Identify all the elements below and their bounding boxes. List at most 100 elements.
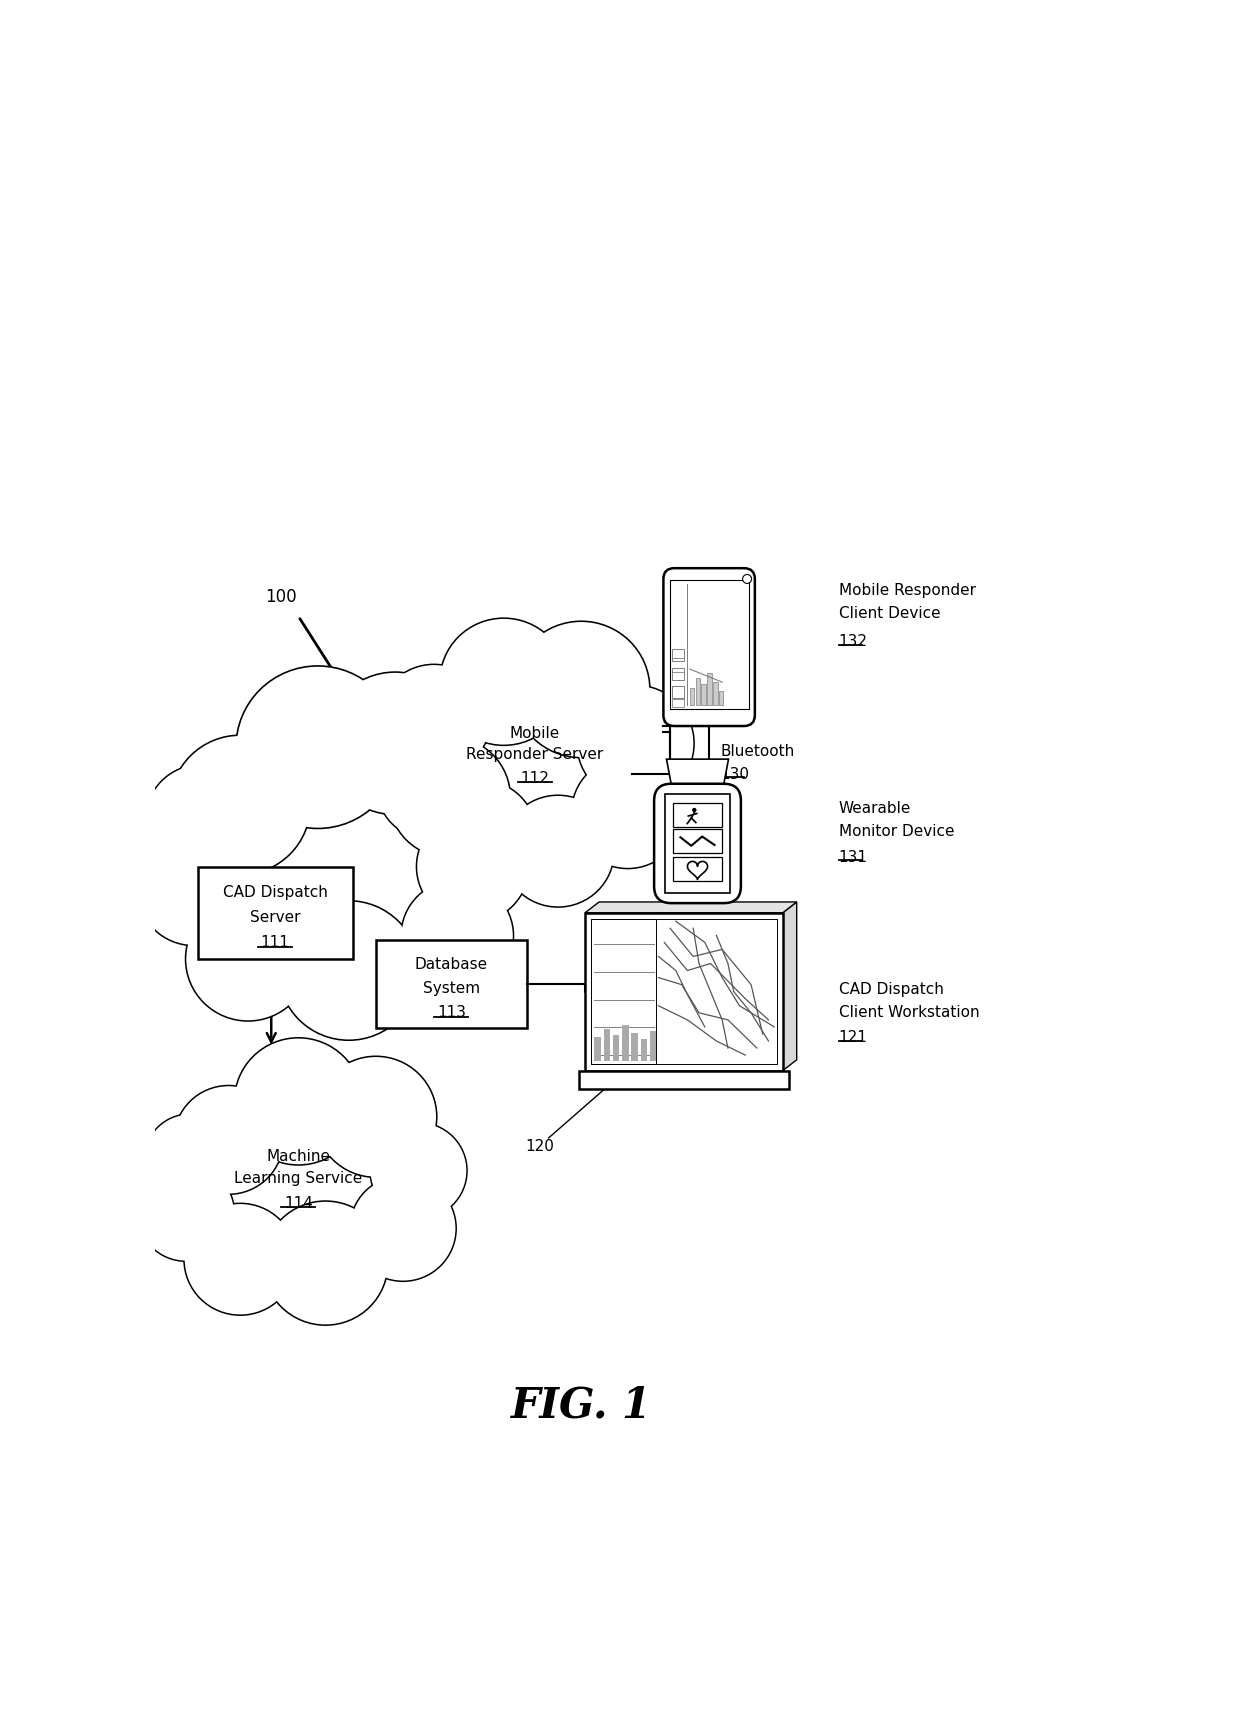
Circle shape — [389, 737, 510, 857]
Text: 113: 113 — [436, 1005, 466, 1020]
Circle shape — [417, 810, 528, 921]
Circle shape — [234, 1038, 362, 1164]
Circle shape — [171, 736, 310, 874]
FancyBboxPatch shape — [585, 913, 782, 1070]
Text: 120: 120 — [526, 1138, 554, 1154]
Text: Client Device: Client Device — [838, 607, 940, 621]
Circle shape — [138, 1166, 234, 1261]
Circle shape — [263, 1202, 387, 1326]
Circle shape — [175, 1086, 283, 1194]
Circle shape — [185, 1204, 296, 1315]
Circle shape — [237, 666, 399, 828]
Circle shape — [279, 902, 418, 1039]
Circle shape — [138, 835, 249, 946]
FancyBboxPatch shape — [689, 689, 694, 704]
Circle shape — [279, 900, 419, 1039]
Polygon shape — [585, 902, 796, 913]
Circle shape — [146, 765, 258, 876]
FancyBboxPatch shape — [673, 829, 722, 854]
Circle shape — [171, 736, 310, 874]
FancyBboxPatch shape — [663, 567, 755, 725]
FancyBboxPatch shape — [719, 691, 723, 704]
FancyBboxPatch shape — [713, 682, 718, 704]
Circle shape — [138, 835, 249, 946]
Text: Mobile: Mobile — [510, 725, 560, 741]
FancyBboxPatch shape — [665, 795, 730, 894]
Circle shape — [378, 665, 490, 776]
Circle shape — [578, 685, 693, 802]
Circle shape — [236, 1039, 362, 1164]
Circle shape — [325, 673, 466, 814]
FancyBboxPatch shape — [672, 649, 684, 661]
FancyBboxPatch shape — [197, 866, 352, 959]
Polygon shape — [782, 902, 796, 1070]
Text: Wearable: Wearable — [838, 802, 911, 815]
FancyBboxPatch shape — [696, 678, 701, 704]
Text: Machine: Machine — [267, 1149, 330, 1164]
Circle shape — [417, 812, 528, 921]
Circle shape — [237, 666, 399, 828]
Text: 112: 112 — [521, 770, 549, 786]
Text: System: System — [423, 980, 480, 996]
Circle shape — [371, 1123, 466, 1218]
Circle shape — [138, 1166, 234, 1261]
FancyBboxPatch shape — [672, 699, 684, 706]
Polygon shape — [371, 611, 702, 914]
Circle shape — [572, 758, 683, 868]
Text: Learning Service: Learning Service — [234, 1171, 362, 1187]
Text: 132: 132 — [838, 635, 868, 649]
Text: Monitor Device: Monitor Device — [838, 824, 954, 840]
Text: HTTPS: HTTPS — [595, 949, 610, 999]
Circle shape — [378, 743, 474, 836]
FancyBboxPatch shape — [655, 784, 742, 904]
FancyBboxPatch shape — [670, 581, 749, 710]
FancyBboxPatch shape — [673, 803, 722, 828]
Circle shape — [145, 1114, 234, 1204]
Text: Server: Server — [250, 909, 300, 925]
Circle shape — [402, 881, 513, 991]
Polygon shape — [667, 760, 729, 784]
FancyBboxPatch shape — [613, 1036, 620, 1060]
FancyBboxPatch shape — [579, 1070, 789, 1090]
Text: Mobile Responder: Mobile Responder — [838, 583, 976, 599]
FancyBboxPatch shape — [604, 1029, 610, 1060]
Circle shape — [145, 1114, 234, 1204]
Circle shape — [440, 619, 567, 744]
FancyBboxPatch shape — [672, 668, 684, 680]
FancyBboxPatch shape — [672, 685, 684, 697]
FancyBboxPatch shape — [707, 673, 712, 704]
Circle shape — [513, 623, 649, 756]
Circle shape — [378, 743, 474, 838]
Text: Responder Server: Responder Server — [466, 748, 604, 762]
Text: 130: 130 — [720, 767, 750, 782]
Text: Client Workstation: Client Workstation — [838, 1005, 980, 1020]
Text: 131: 131 — [838, 850, 868, 864]
Circle shape — [315, 1057, 436, 1176]
FancyBboxPatch shape — [594, 1038, 601, 1060]
Circle shape — [513, 621, 650, 756]
Polygon shape — [667, 904, 729, 928]
Polygon shape — [130, 659, 536, 1048]
Circle shape — [175, 1086, 283, 1194]
Circle shape — [425, 781, 536, 890]
Circle shape — [692, 809, 697, 812]
Circle shape — [402, 880, 513, 991]
FancyBboxPatch shape — [591, 920, 656, 1065]
Text: Bluetooth: Bluetooth — [720, 744, 795, 758]
FancyBboxPatch shape — [376, 940, 527, 1029]
Circle shape — [351, 1176, 455, 1280]
Text: 111: 111 — [260, 935, 290, 949]
Text: 121: 121 — [838, 1031, 868, 1044]
Text: Database: Database — [415, 958, 489, 972]
Circle shape — [743, 574, 751, 583]
Circle shape — [186, 897, 310, 1020]
Circle shape — [389, 737, 510, 857]
Circle shape — [502, 796, 614, 906]
FancyBboxPatch shape — [702, 684, 706, 704]
Circle shape — [264, 1202, 387, 1324]
Text: CAD Dispatch: CAD Dispatch — [223, 885, 327, 900]
Circle shape — [424, 781, 536, 892]
Circle shape — [440, 619, 567, 744]
Circle shape — [572, 756, 683, 868]
Circle shape — [186, 897, 310, 1020]
